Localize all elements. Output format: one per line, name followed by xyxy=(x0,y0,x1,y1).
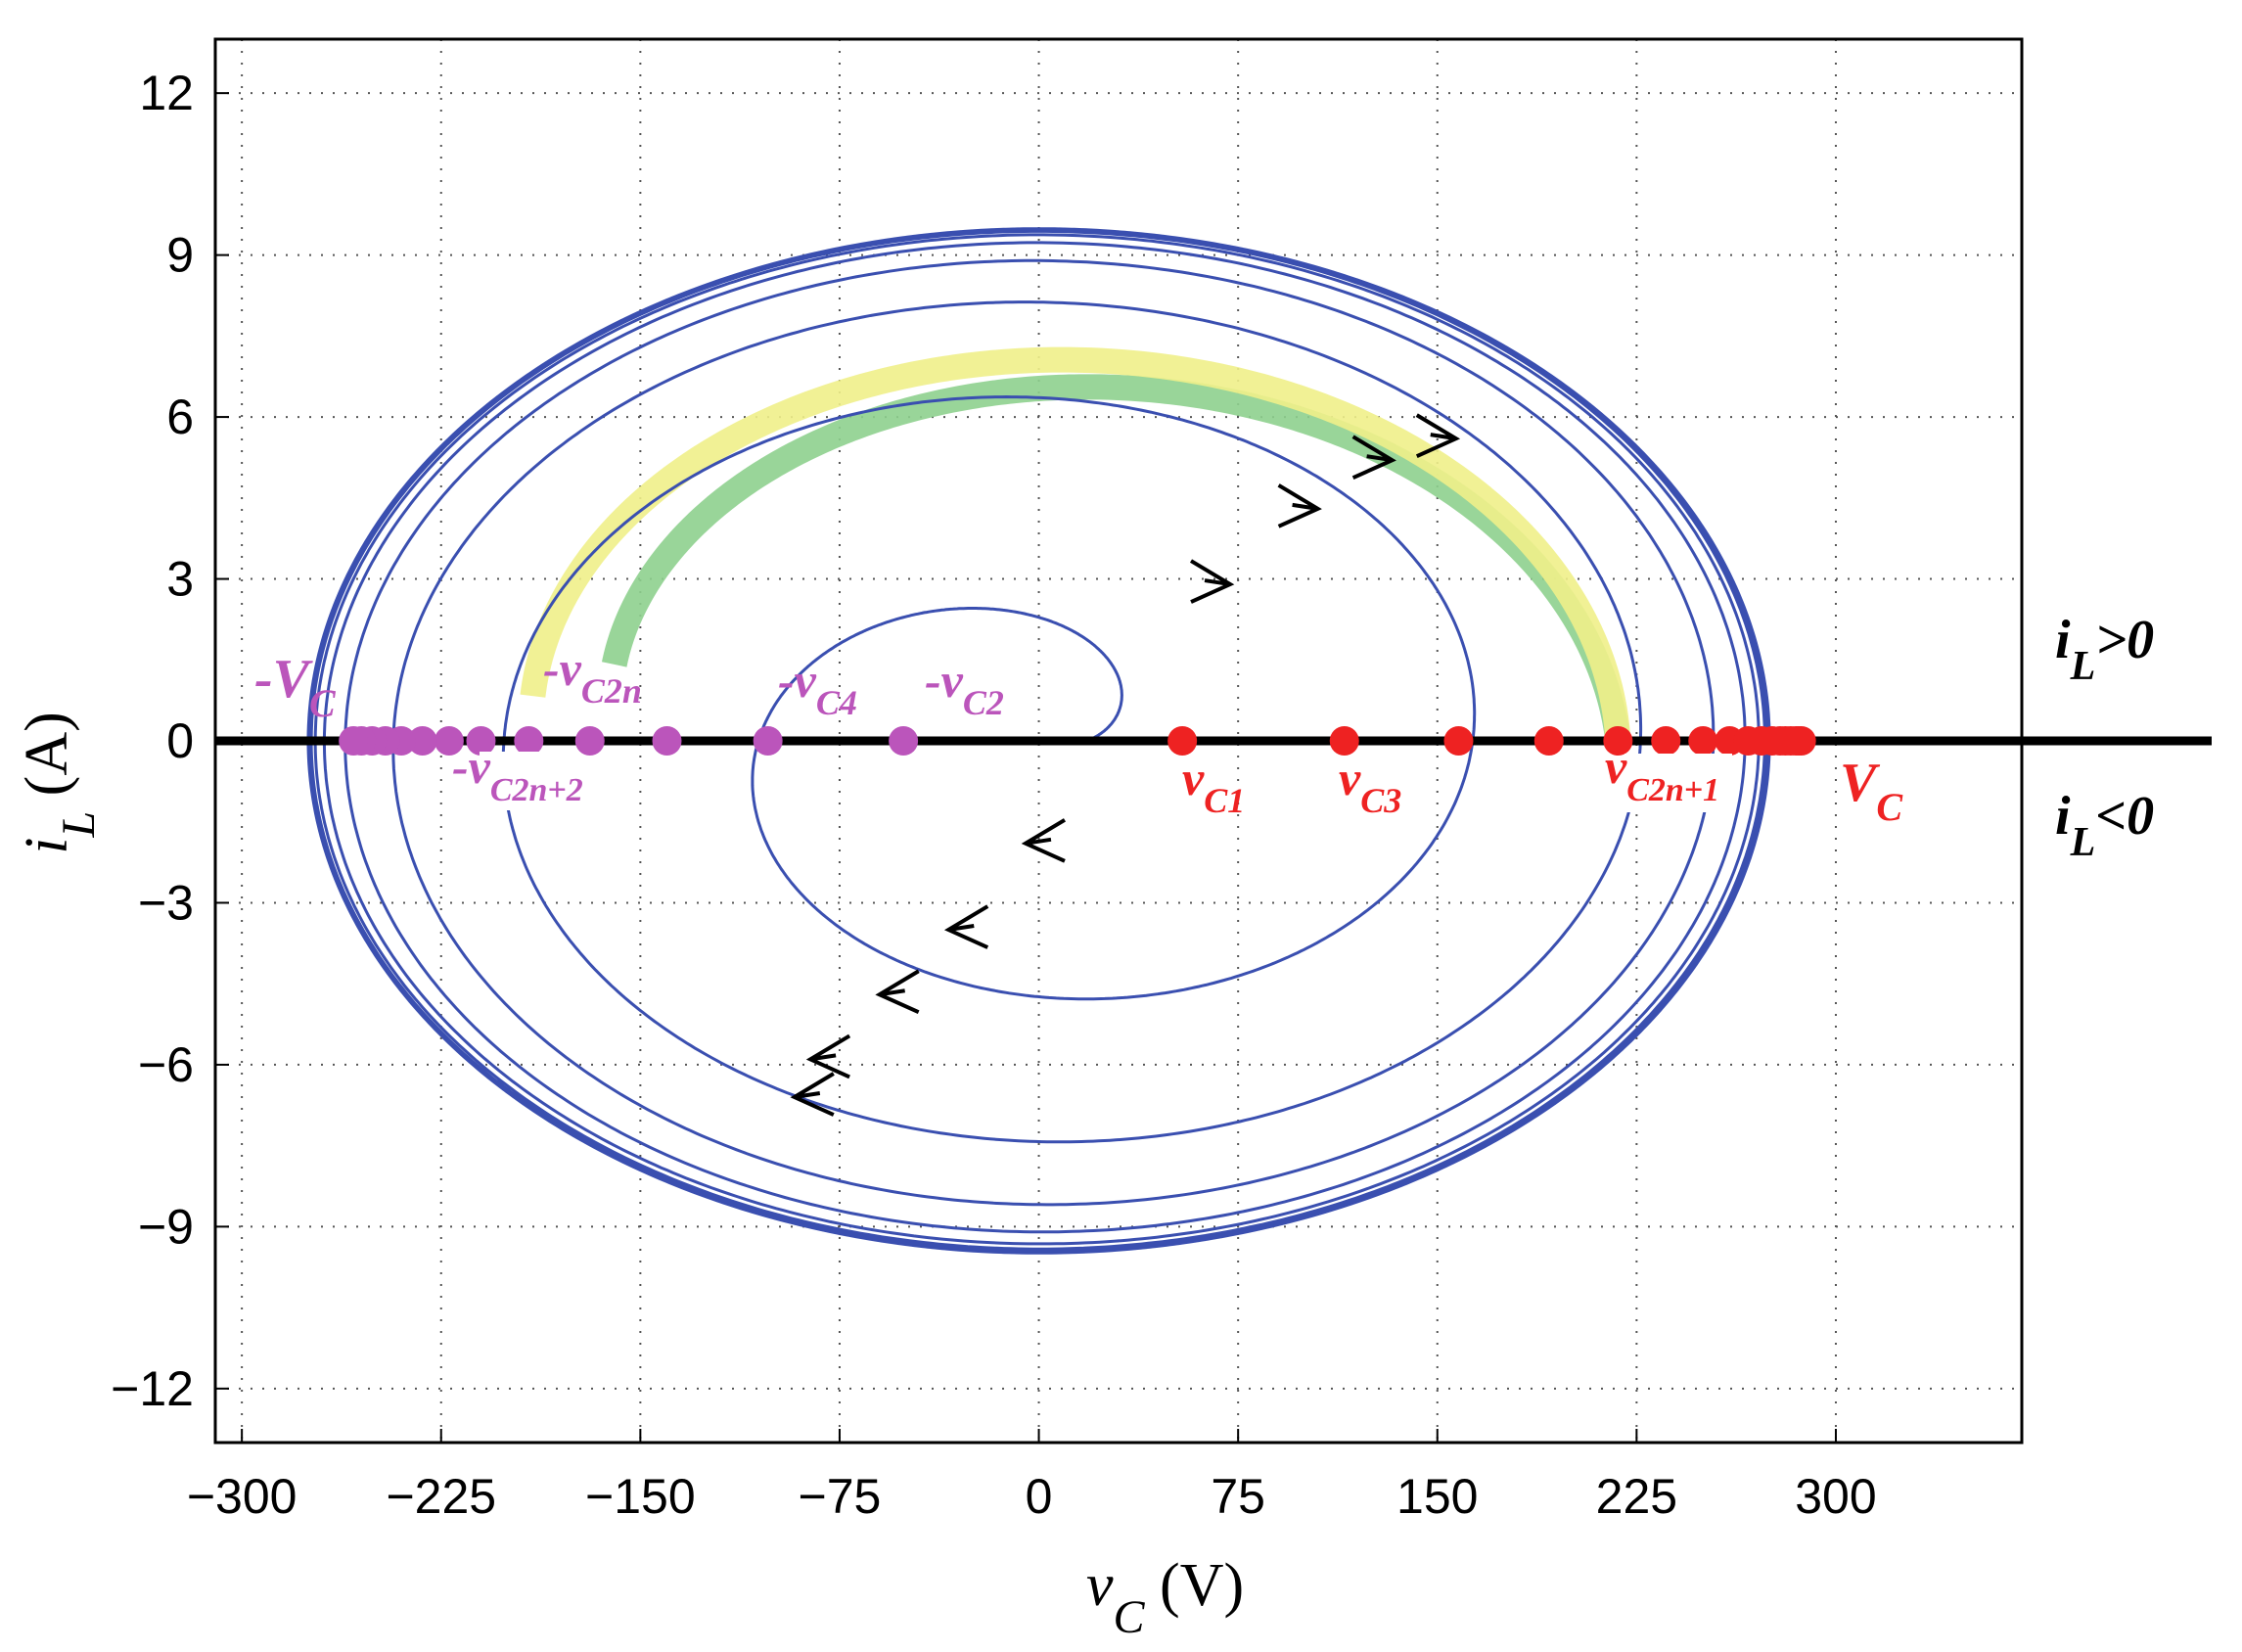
x-tick-label: 225 xyxy=(1596,1469,1677,1524)
direction-arrow xyxy=(1277,483,1322,528)
direction-arrow xyxy=(1189,559,1235,604)
x-tick-label: 75 xyxy=(1211,1469,1265,1524)
positive-crossing-point xyxy=(1603,726,1633,756)
label-v2n1-group: vC2n+1 xyxy=(1605,739,1732,812)
label-neg-v2n2-group: -vC2n+2 xyxy=(452,739,583,810)
label-v2n1: vC2n+1 xyxy=(1605,739,1719,808)
positive-crossing-point xyxy=(1443,726,1474,756)
label-v1: vC1 xyxy=(1182,751,1245,820)
y-axis-title: iL (A) xyxy=(14,711,105,854)
label-v2n1-backdrop xyxy=(1624,754,1732,812)
label-neg-Vc: -VC xyxy=(254,649,337,725)
y-tick-label: 6 xyxy=(166,390,194,444)
direction-arrow xyxy=(943,904,989,949)
direction-arrow xyxy=(1351,435,1396,481)
positive-crossing-point xyxy=(1533,726,1564,756)
negative-crossing-point xyxy=(434,726,464,756)
y-tick-label: 3 xyxy=(166,552,194,607)
label-il-positive: iL>0 xyxy=(2055,610,2154,689)
y-tick-labels: 12 9 6 3 0 −3 −6 −9 −12 xyxy=(111,66,229,1416)
positive-crossing-point xyxy=(1167,726,1198,756)
y-tick-label: 9 xyxy=(166,228,194,283)
negative-crossing-point xyxy=(339,726,369,756)
negative-crossing-point xyxy=(407,726,437,756)
x-tick-label: −300 xyxy=(187,1469,297,1524)
highlight-upper-arc xyxy=(601,374,1631,743)
negative-crossing-point xyxy=(889,726,919,756)
y-tick-label: 12 xyxy=(139,66,194,120)
trajectory-highlights xyxy=(520,346,1631,743)
label-Vc: VC xyxy=(1840,753,1903,829)
negative-crossing-point xyxy=(753,726,783,756)
y-tick-label: −3 xyxy=(138,875,194,930)
direction-arrow xyxy=(1415,413,1461,458)
positive-crossing-point xyxy=(1651,726,1681,756)
label-v3: vC3 xyxy=(1339,751,1401,820)
y-tick-label: −12 xyxy=(111,1361,194,1416)
negative-crossing-point xyxy=(466,726,496,756)
negative-crossing-point xyxy=(514,726,544,756)
direction-arrows xyxy=(790,413,1461,1117)
direction-arrow xyxy=(805,1033,851,1079)
x-tick-label: 0 xyxy=(1026,1469,1053,1524)
label-il-negative: iL<0 xyxy=(2055,786,2154,865)
label-neg-v4: -vC4 xyxy=(778,653,857,722)
label-neg-v2n2-backdrop xyxy=(480,752,577,810)
x-tick-label: 150 xyxy=(1396,1469,1478,1524)
label-neg-v2n: -vC2n xyxy=(543,641,642,711)
x-tick-label: −75 xyxy=(799,1469,882,1524)
negative-crossing-point xyxy=(574,726,605,756)
label-neg-v2: -vC2 xyxy=(925,653,1004,722)
crossing-points xyxy=(339,726,1816,756)
label-neg-v2n2: -vC2n+2 xyxy=(452,739,583,808)
positive-crossing-point xyxy=(1786,726,1816,756)
x-tick-label: 300 xyxy=(1795,1469,1876,1524)
y-tick-label: −6 xyxy=(138,1037,194,1092)
direction-arrow xyxy=(1021,818,1067,863)
highlight-lower-arc xyxy=(520,346,1631,740)
x-tick-label: −225 xyxy=(386,1469,496,1524)
y-tick-label: 0 xyxy=(166,713,194,768)
positive-crossing-point xyxy=(1688,726,1718,756)
x-axis-title: vC (V) xyxy=(1086,1552,1244,1643)
direction-arrow xyxy=(790,1072,835,1117)
x-tick-label: −150 xyxy=(585,1469,696,1524)
negative-crossing-point xyxy=(652,726,682,756)
y-tick-label: −9 xyxy=(138,1199,194,1254)
positive-crossing-point xyxy=(1329,726,1359,756)
x-tick-labels: −300 −225 −150 −75 0 75 150 225 300 xyxy=(187,1429,1877,1524)
direction-arrow xyxy=(875,969,920,1015)
